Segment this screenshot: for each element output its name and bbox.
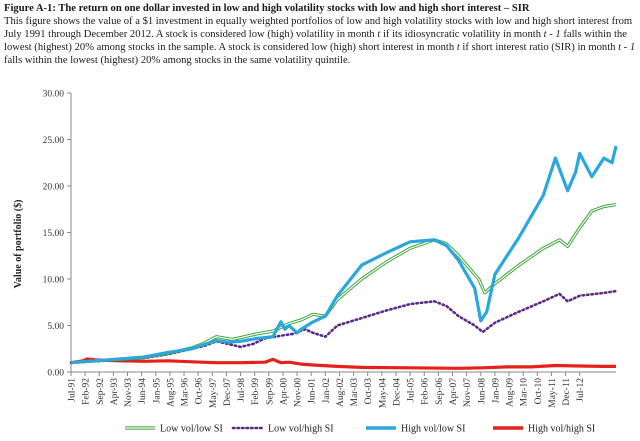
x-tick-label: Jun-01 [308,378,318,404]
legend-label: Low vol/low SI [160,424,223,435]
x-tick-label: Jun-94 [138,378,148,404]
x-tick-label: Jan-95 [152,378,162,404]
x-tick-label: Sep-06 [435,378,445,405]
x-tick-label: Feb-06 [421,378,431,405]
x-tick-label: May-11 [548,378,558,408]
x-tick-label: Jun-08 [477,378,487,404]
x-tick-label: Apr-00 [279,378,289,405]
series-low-vol-low-si [71,205,616,363]
legend-label: Low vol/high SI [268,424,334,435]
y-tick-label: 25.00 [43,136,65,146]
x-tick-label: Nov-07 [463,378,473,407]
x-tick-label: Apr-07 [449,378,459,405]
chart-series [71,146,616,368]
chart-legend: Low vol/low SI Low vol/high SI High vol/lo… [125,424,595,435]
x-tick-label: Aug-09 [506,378,516,407]
legend-label: High vol/high SI [528,424,595,435]
x-tick-label: Dec-97 [223,378,233,406]
legend-item: High vol/low SI [366,424,465,435]
y-tick-label: 0.00 [47,369,64,379]
y-tick-label: 30.00 [43,90,65,100]
legend-item: Low vol/low SI [125,424,223,435]
y-tick-label: 10.00 [43,276,65,286]
series-high-vol-high-si [71,359,616,368]
y-tick-label: 20.00 [43,183,65,193]
legend-label: High vol/low SI [401,424,465,435]
legend-item: High vol/high SI [493,424,595,435]
legend-item: Low vol/high SI [233,424,334,435]
series-line [71,359,616,368]
series-line-inner [71,205,616,363]
x-tick-label: Mar-10 [520,378,530,407]
x-tick-label: Dec-04 [392,378,402,406]
x-tick-label: Jan-09 [491,378,501,404]
x-tick-label: Jul-05 [407,378,417,402]
x-tick-label: Oct-03 [364,378,374,405]
y-axis-label: Value of portfolio ($) [13,200,24,289]
x-tick-label: Aug-95 [166,378,176,407]
x-tick-label: Feb-99 [251,378,261,405]
x-tick-label: Sep-92 [96,378,106,405]
x-tick-label: Feb-92 [82,378,92,405]
series-line-outer [71,205,616,363]
x-tick-label: Sep-99 [265,378,275,405]
x-tick-label: Mar-03 [350,378,360,407]
line-chart: 0.00 5.00 10.00 15.00 20.00 25.00 30.00 Jul-91 F… [0,0,640,441]
x-tick-label: Dec-11 [562,378,572,406]
y-tick-label: 15.00 [43,229,65,239]
series-line [71,291,616,363]
series-low-vol-high-si [71,291,616,363]
y-tick-label: 5.00 [47,322,64,332]
x-tick-label: Jul-91 [68,378,78,402]
x-tick-label: Mar-96 [181,378,191,407]
x-tick-label: Nov-00 [294,378,304,407]
x-tick-label: Oct-10 [534,378,544,405]
x-tick-label: Aug-02 [336,378,346,407]
x-tick-label: May-04 [378,378,388,408]
x-tick-label: May-97 [209,378,219,408]
x-tick-label: Apr-93 [110,378,120,405]
x-tick-label: Jul-12 [576,378,586,402]
x-tick-label: Jul-98 [237,378,247,402]
x-tick-label: Nov-93 [124,378,134,407]
x-tick-label: Jan-02 [322,378,332,404]
x-tick-label: Oct-96 [195,378,205,405]
